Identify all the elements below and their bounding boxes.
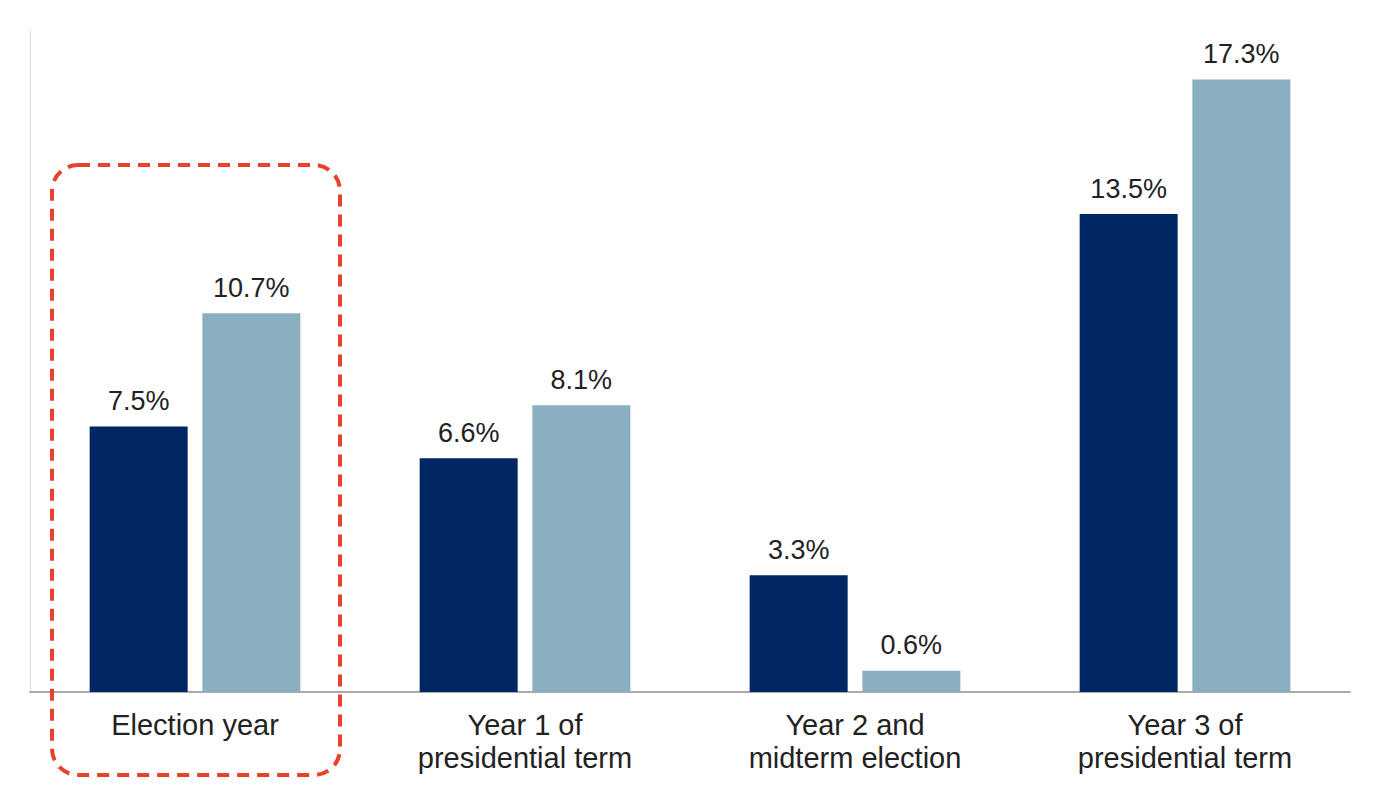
svg-text:3.3%: 3.3% [768, 535, 830, 565]
svg-text:midterm election: midterm election [749, 742, 962, 774]
svg-text:13.5%: 13.5% [1090, 174, 1167, 204]
svg-text:Election year: Election year [111, 709, 279, 741]
svg-text:10.7%: 10.7% [213, 273, 290, 303]
svg-text:presidential term: presidential term [1078, 742, 1292, 774]
svg-text:7.5%: 7.5% [108, 386, 170, 416]
svg-text:6.6%: 6.6% [438, 418, 500, 448]
svg-text:Year 2 and: Year 2 and [785, 709, 924, 741]
svg-text:Year 3 of: Year 3 of [1127, 709, 1243, 741]
svg-text:Year 1 of: Year 1 of [467, 709, 583, 741]
svg-text:8.1%: 8.1% [551, 365, 613, 395]
svg-text:17.3%: 17.3% [1203, 39, 1280, 69]
svg-text:0.6%: 0.6% [881, 630, 943, 660]
svg-text:presidential term: presidential term [418, 742, 632, 774]
